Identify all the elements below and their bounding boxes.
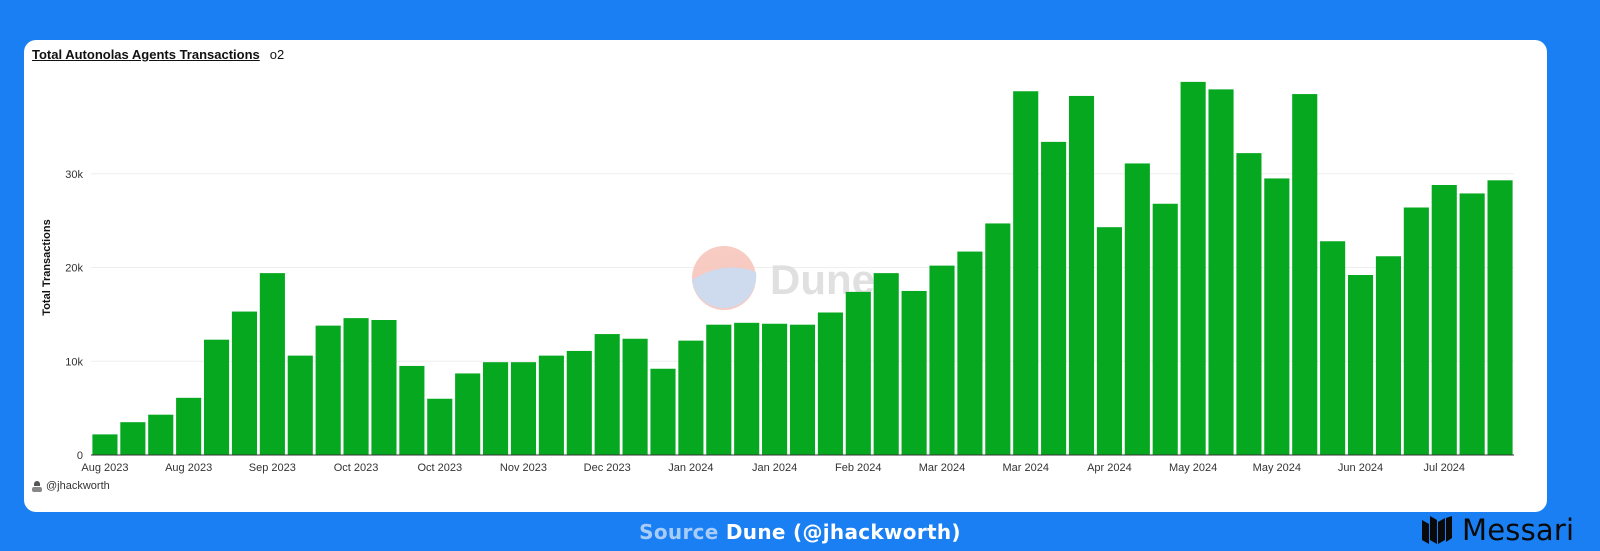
chart-card: Total Autonolas Agents Transactions o2 D… (24, 40, 1547, 512)
bar[interactable] (1013, 91, 1039, 455)
bar[interactable] (622, 338, 648, 455)
x-tick-label: Dec 2023 (584, 462, 631, 474)
bar[interactable] (1375, 256, 1401, 455)
bar[interactable] (538, 355, 564, 456)
bar[interactable] (148, 414, 174, 455)
bar[interactable] (734, 322, 760, 455)
footer-source: Source Dune (@jhackworth) (0, 520, 1600, 544)
bar[interactable] (957, 251, 983, 455)
bar[interactable] (985, 223, 1011, 455)
x-tick-label: Sep 2023 (249, 462, 296, 474)
bar[interactable] (1347, 275, 1374, 455)
source-value: Dune (@jhackworth) (725, 520, 961, 544)
bar[interactable] (1208, 89, 1234, 456)
bar[interactable] (1096, 227, 1122, 455)
bar[interactable] (204, 339, 230, 455)
bar[interactable] (1320, 241, 1346, 455)
author-handle: @jhackworth (46, 480, 110, 492)
bar[interactable] (678, 340, 704, 456)
x-tick-label: Jul 2024 (1423, 462, 1465, 474)
bar[interactable] (789, 324, 816, 455)
y-tick-label: 0 (77, 450, 83, 462)
bar[interactable] (231, 311, 258, 455)
chart-title[interactable]: Total Autonolas Agents Transactions (32, 47, 260, 62)
bar[interactable] (845, 291, 871, 456)
bars (92, 81, 1513, 456)
bar[interactable] (120, 422, 146, 455)
bar[interactable] (371, 320, 397, 455)
bar[interactable] (1431, 185, 1457, 455)
bar[interactable] (287, 355, 313, 456)
bar[interactable] (510, 362, 537, 455)
bar[interactable] (427, 398, 453, 455)
bar[interactable] (1264, 178, 1290, 455)
bar[interactable] (1487, 180, 1513, 455)
bar[interactable] (1403, 207, 1429, 456)
bar[interactable] (1459, 193, 1485, 455)
y-tick-label: 20k (65, 263, 83, 275)
bar[interactable] (343, 318, 369, 456)
bar[interactable] (315, 325, 341, 456)
x-tick-label: Oct 2023 (334, 462, 379, 474)
bar[interactable] (566, 350, 592, 455)
brand-name: Messari (1462, 513, 1575, 547)
source-label: Source (639, 520, 719, 544)
messari-logo-icon (1422, 516, 1452, 544)
bar[interactable] (706, 324, 732, 455)
bar[interactable] (817, 312, 843, 456)
messari-brand: Messari (1422, 513, 1574, 547)
bar[interactable] (1152, 203, 1178, 455)
bar[interactable] (259, 273, 285, 456)
bar[interactable] (1236, 153, 1262, 456)
bar[interactable] (1124, 163, 1150, 455)
bar[interactable] (762, 323, 788, 455)
bar[interactable] (1041, 141, 1067, 456)
x-tick-label: May 2024 (1169, 462, 1217, 474)
bar[interactable] (594, 334, 620, 455)
author-credit[interactable]: @jhackworth (32, 480, 110, 492)
bar[interactable] (399, 365, 425, 455)
x-tick-label: Jan 2024 (752, 462, 797, 474)
x-tick-label: Oct 2023 (417, 462, 462, 474)
bar[interactable] (1292, 94, 1318, 455)
chart-subtitle: o2 (269, 47, 285, 62)
bar[interactable] (873, 273, 899, 456)
bar[interactable] (176, 397, 202, 455)
bar[interactable] (483, 362, 509, 455)
bar[interactable] (929, 265, 955, 456)
bar[interactable] (1180, 81, 1206, 456)
x-tick-label: Mar 2024 (919, 462, 965, 474)
x-tick-label: Apr 2024 (1087, 462, 1132, 474)
x-tick-label: May 2024 (1253, 462, 1301, 474)
y-tick-label: 30k (65, 169, 83, 181)
x-tick-label: Nov 2023 (500, 462, 547, 474)
y-tick-label: 10k (65, 356, 83, 368)
bar[interactable] (650, 368, 676, 455)
x-tick-label: Jun 2024 (1338, 462, 1383, 474)
x-tick-label: Jan 2024 (668, 462, 713, 474)
x-tick-label: Aug 2023 (81, 462, 128, 474)
y-tick-labels: 0 10k 20k 30k (65, 169, 83, 462)
bar[interactable] (455, 373, 481, 455)
chart-header: Total Autonolas Agents Transactions o2 (32, 47, 284, 62)
x-tick-label: Aug 2023 (165, 462, 212, 474)
x-tick-label: Feb 2024 (835, 462, 881, 474)
bar[interactable] (901, 290, 927, 455)
x-tick-label: Mar 2024 (1002, 462, 1048, 474)
y-axis-label: Total Transactions (41, 219, 53, 315)
bar[interactable] (1068, 95, 1095, 455)
x-tick-labels: Aug 2023 Aug 2023 Sep 2023 Oct 2023 Oct 2023… (81, 462, 1465, 474)
bar[interactable] (92, 434, 118, 456)
author-avatar-icon (32, 480, 42, 492)
dune-logo-shade-icon (692, 267, 757, 309)
